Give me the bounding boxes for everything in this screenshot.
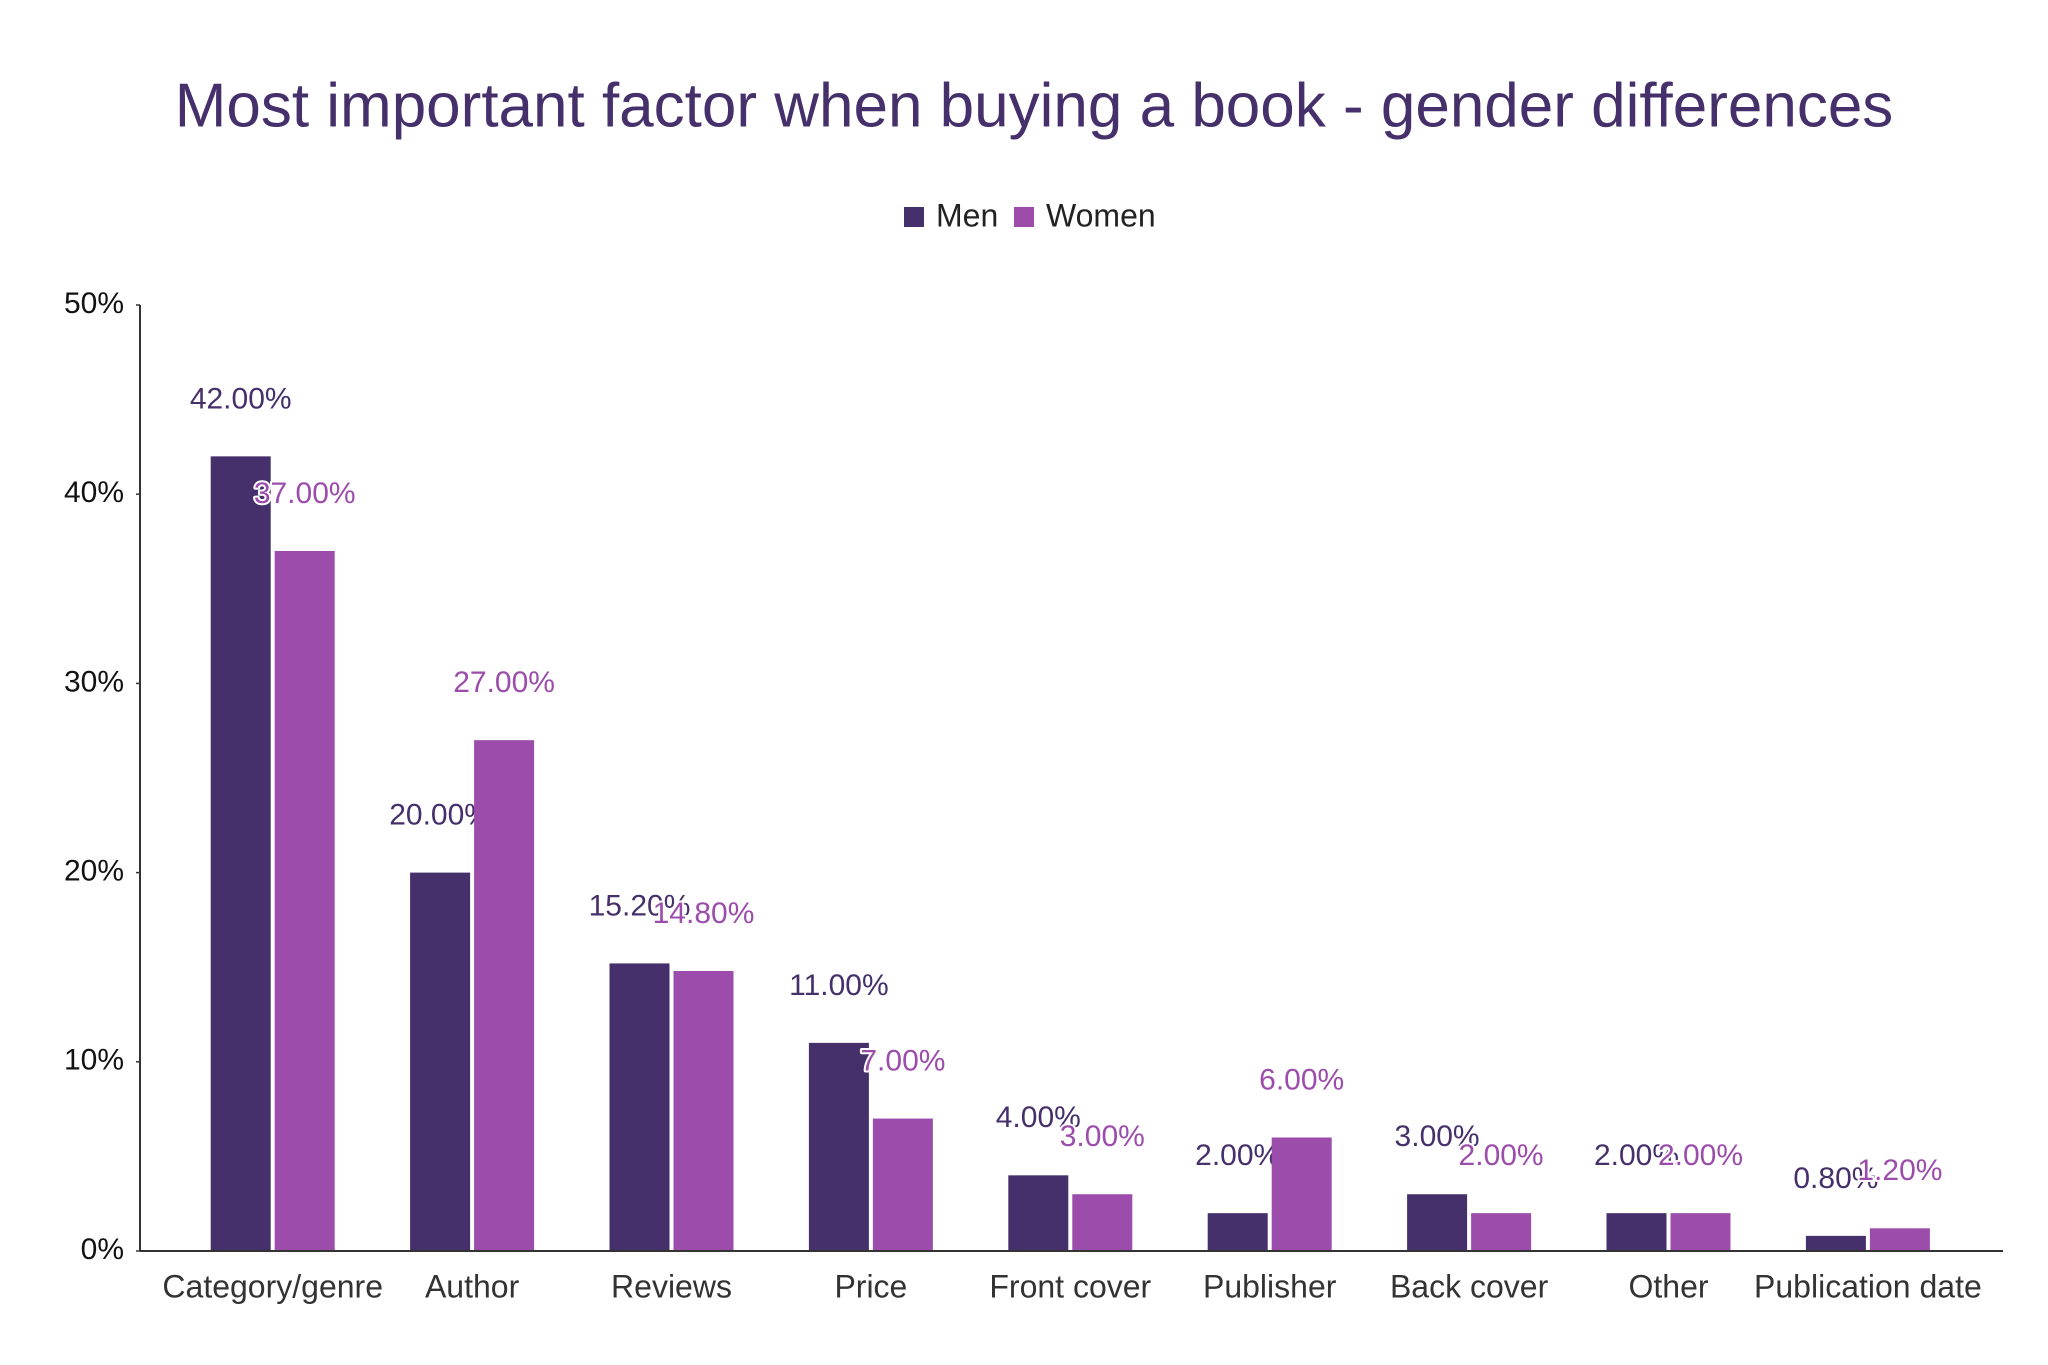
- bar: [1207, 1213, 1268, 1251]
- x-tick-label: Other: [1628, 1268, 1708, 1304]
- legend-label: Men: [936, 197, 998, 233]
- bar: [1606, 1213, 1667, 1251]
- bar: [274, 550, 335, 1251]
- y-tick-label: 30%: [64, 665, 124, 698]
- bar: [1869, 1228, 1930, 1251]
- x-tick-label: Author: [425, 1268, 520, 1304]
- value-label: 27.00%: [453, 666, 555, 699]
- bar: [210, 456, 271, 1251]
- legend-label: Women: [1046, 197, 1156, 233]
- bar: [474, 740, 535, 1251]
- x-tick-label: Front cover: [989, 1268, 1151, 1304]
- value-label: 2.00%: [1594, 1139, 1679, 1172]
- bar: [1072, 1194, 1133, 1251]
- chart-title: Most important factor when buying a book…: [175, 71, 1894, 140]
- x-tick-label: Publication date: [1754, 1268, 1982, 1304]
- value-label: 4.00%: [996, 1101, 1081, 1134]
- value-label: 3.00%: [1060, 1120, 1145, 1153]
- value-label: 2.00%: [1459, 1139, 1544, 1172]
- legend-swatch: [904, 207, 924, 227]
- bar: [872, 1118, 933, 1251]
- value-label: 14.80%: [653, 897, 755, 930]
- x-tick-label: Price: [834, 1268, 907, 1304]
- bar: [1805, 1235, 1866, 1251]
- x-tick-label: Category/genre: [162, 1268, 383, 1304]
- x-tick-label: Reviews: [611, 1268, 732, 1304]
- legend-swatch: [1014, 207, 1034, 227]
- value-label: 42.00%: [190, 382, 292, 415]
- value-label: 37.00%: [254, 477, 356, 510]
- value-label: 20.00%: [389, 799, 491, 832]
- bar: [1407, 1194, 1468, 1251]
- bar: [673, 970, 734, 1251]
- y-tick-label: 0%: [81, 1233, 124, 1266]
- bar: [808, 1042, 869, 1251]
- bar: [609, 963, 670, 1251]
- value-label: 3.00%: [1395, 1120, 1480, 1153]
- bar: [1471, 1213, 1532, 1251]
- value-label: 11.00%: [789, 969, 889, 1002]
- y-tick-label: 40%: [64, 476, 124, 509]
- value-label: 2.00%: [1658, 1139, 1743, 1172]
- value-label: 1.20%: [1857, 1154, 1942, 1187]
- x-tick-label: Back cover: [1390, 1268, 1549, 1304]
- bar: [1670, 1213, 1731, 1251]
- x-tick-label: Publisher: [1203, 1268, 1337, 1304]
- value-label: 7.00%: [860, 1044, 945, 1077]
- bar: [410, 872, 471, 1251]
- bar: [1008, 1175, 1069, 1251]
- value-label: 0.80%: [1793, 1162, 1878, 1195]
- y-tick-label: 10%: [64, 1044, 124, 1077]
- y-tick-label: 20%: [64, 855, 124, 888]
- value-label: 2.00%: [1195, 1139, 1280, 1172]
- bar: [1271, 1137, 1332, 1251]
- y-tick-label: 50%: [64, 287, 124, 320]
- value-label: 6.00%: [1259, 1063, 1344, 1096]
- value-label: 15.20%: [589, 889, 691, 922]
